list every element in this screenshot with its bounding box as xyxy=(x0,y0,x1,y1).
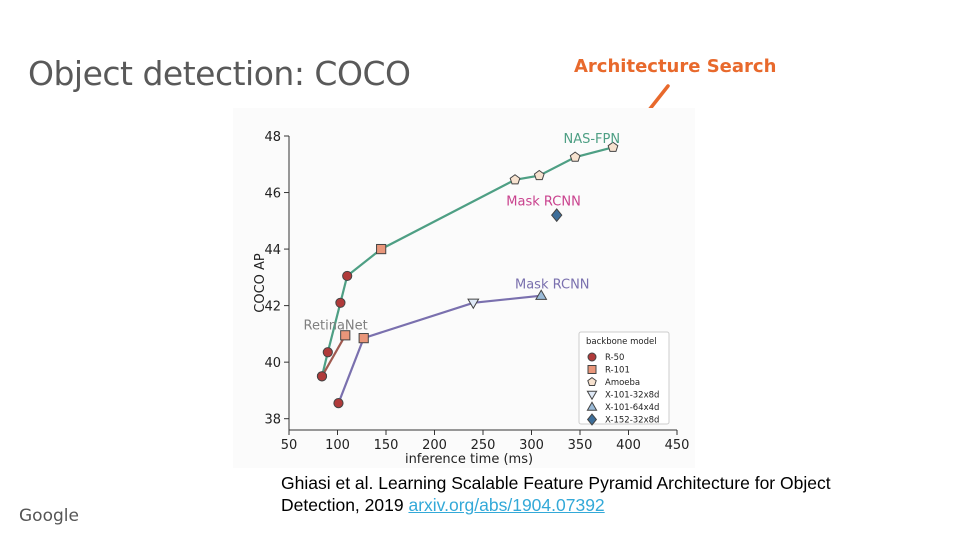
legend-marker xyxy=(587,365,597,374)
google-logo: Google xyxy=(19,506,79,526)
x-axis-label: inference time (ms) xyxy=(405,452,533,467)
citation: Ghiasi et al. Learning Scalable Feature … xyxy=(281,472,841,516)
legend-label: R-101 xyxy=(605,366,630,376)
y-tick-label: 46 xyxy=(264,187,281,202)
legend-marker xyxy=(587,352,597,362)
series-line xyxy=(337,294,542,404)
data-point xyxy=(509,174,521,185)
series-line xyxy=(321,334,347,377)
callout-label: Architecture Search xyxy=(574,56,777,77)
data-point xyxy=(535,289,548,300)
legend-marker xyxy=(586,413,598,426)
data-point xyxy=(358,333,369,344)
data-point xyxy=(333,398,344,409)
y-tick-label: 48 xyxy=(264,130,281,145)
series-label: NAS-FPN xyxy=(564,132,621,147)
data-point xyxy=(607,141,619,152)
legend-marker xyxy=(587,376,597,387)
x-tick-label: 400 xyxy=(616,438,641,453)
legend-title: backbone model xyxy=(586,337,657,347)
y-axis-label: COCO AP xyxy=(253,253,268,313)
legend-box xyxy=(578,331,670,425)
x-tick-label: 150 xyxy=(374,438,399,453)
data-point xyxy=(316,371,328,382)
legend-marker xyxy=(586,390,598,401)
legend-label: X-152-32x8d xyxy=(605,416,659,426)
legend-label: X-101-64x4d xyxy=(605,403,659,413)
x-tick-label: 200 xyxy=(422,438,447,453)
series-label: Mask RCNN xyxy=(506,194,581,209)
y-tick-label: 40 xyxy=(264,356,281,371)
legend-marker xyxy=(586,401,598,411)
data-point xyxy=(340,330,351,341)
series-label: RetinaNet xyxy=(304,319,368,334)
chart-legend: backbone model R-50 R-101 Amoeba X-101-32x8d… xyxy=(578,331,670,426)
data-point xyxy=(376,243,387,255)
legend-label: R-50 xyxy=(605,353,624,363)
data-point xyxy=(322,347,333,358)
legend-label: X-101-32x8d xyxy=(605,391,659,401)
data-point xyxy=(551,208,563,223)
x-tick-label: 300 xyxy=(519,438,544,453)
series-label: Mask RCNN xyxy=(515,278,590,293)
data-point xyxy=(467,298,480,310)
citation-link[interactable]: arxiv.org/abs/1904.07392 xyxy=(408,495,605,515)
data-point xyxy=(335,297,346,308)
y-tick-label: 42 xyxy=(264,300,281,315)
chart-panel: 50 100 150 200 250 300 350 400 450 38 40 42 44 46 48 in… xyxy=(233,108,695,468)
citation-text: Ghiasi et al. Learning Scalable Feature … xyxy=(281,473,831,515)
x-tick-label: 350 xyxy=(568,438,593,453)
nas-fpn-coco-chart: 50 100 150 200 250 300 350 400 450 38 40 42 44 46 48 in… xyxy=(253,130,690,467)
y-tick-label: 38 xyxy=(264,413,281,428)
y-tick-label: 44 xyxy=(264,243,281,258)
x-tick-label: 250 xyxy=(471,438,496,453)
data-point xyxy=(569,151,581,162)
x-tick-label: 50 xyxy=(281,438,298,453)
data-point xyxy=(533,169,545,181)
x-tick-label: 450 xyxy=(665,438,690,453)
legend-label: Amoeba xyxy=(605,378,640,388)
slide-title: Object detection: COCO xyxy=(28,54,411,93)
data-point xyxy=(342,270,353,282)
x-tick-label: 100 xyxy=(325,438,350,453)
